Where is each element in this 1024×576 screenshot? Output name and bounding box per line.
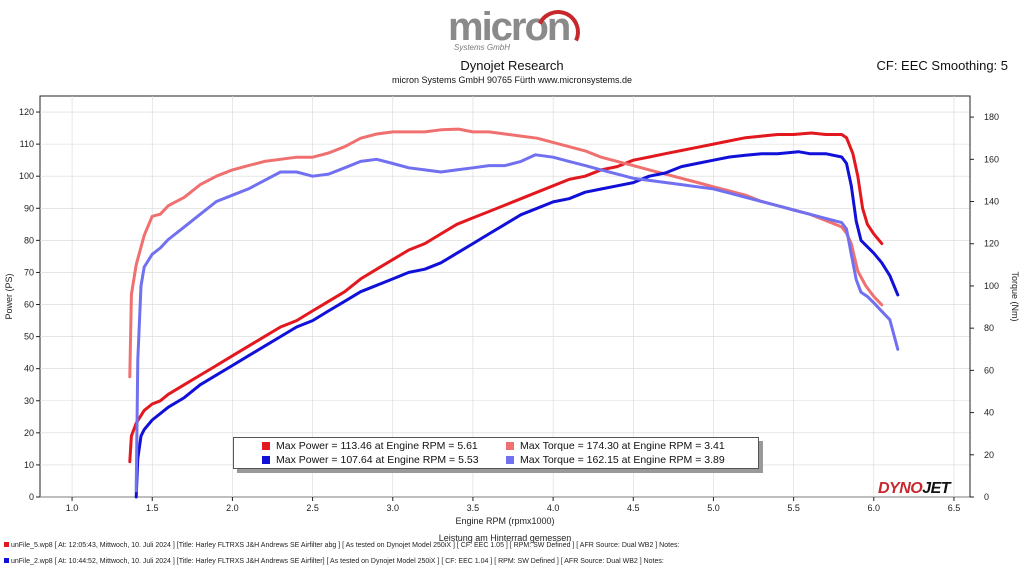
y-axis-left: 0 10 20 30 40 50 60 70 80 90 100 110 120 [19,107,40,502]
tick-label-left: 10 [24,460,34,470]
legend-item-power-2: Max Power = 107.64 at Engine RPM = 5.53 [262,453,479,467]
run-color-square [4,542,9,547]
plot-area [39,95,971,498]
run-file-2-text: unFile_2.wp8 [ At: 10:44:52, Mittwoch, 1… [11,558,664,565]
legend-swatch [506,442,514,450]
x-axis: 1.0 1.5 2.0 2.5 3.0 3.5 4.0 4.5 5.0 5.5 6.0 6.5 [66,497,960,513]
tick-label-right: 140 [984,197,999,207]
tick-label-right: 0 [984,492,989,502]
tick-label-right: 40 [984,408,994,418]
y-axis-left-label: Power (PS) [4,273,14,319]
tick-label-left: 40 [24,364,34,374]
y-axis-right-label: Torque (Nm) [1010,271,1020,321]
tick-label-left: 80 [24,235,34,245]
tick-label-right: 80 [984,323,994,333]
tick-label-left: 50 [24,332,34,342]
tick-label-right: 180 [984,112,999,122]
grid [40,96,970,498]
tick-label-right: 60 [984,365,994,375]
tick-label-left: 70 [24,267,34,277]
legend-text: Max Power = 113.46 at Engine RPM = 5.61 [276,440,478,452]
logo-subtext: Systems GmbH [454,43,511,52]
x-axis-label: Engine RPM (rpmx1000) [455,516,554,526]
legend-text: Max Power = 107.64 at Engine RPM = 5.53 [276,454,479,466]
tick-label-x: 3.0 [387,503,400,513]
dynojet-logo: DYNOJET [878,480,951,498]
y-axis-right: 0 20 40 60 80 100 120 140 160 180 [969,96,999,502]
logo-wordmark: micron [448,5,571,49]
tick-label-x: 3.5 [467,503,480,513]
legend-text: Max Torque = 174.30 at Engine RPM = 3.41 [520,440,725,452]
tick-label-right: 160 [984,154,999,164]
micron-logo: micron Systems GmbH [440,3,590,61]
tick-label-right: 100 [984,281,999,291]
chart-title: Dynojet Research [460,58,564,73]
series-line-torque-run2 [134,153,900,493]
tick-label-right: 120 [984,239,999,249]
x-axis-sublabel: Leistung am Hinterrad gemessen [439,533,572,543]
series-line-power-run1 [128,131,884,464]
tick-label-x: 1.0 [66,503,79,513]
tick-label-x: 6.0 [868,503,881,513]
tick-label-right: 20 [984,450,994,460]
brand-part-b: JET [922,480,951,497]
legend-item-torque-2: Max Torque = 162.15 at Engine RPM = 3.89 [506,453,725,467]
tick-label-left: 110 [20,139,34,149]
tick-label-x: 5.5 [787,503,800,513]
run-color-square [4,558,9,563]
tick-label-left: 100 [19,171,34,181]
legend-text: Max Torque = 162.15 at Engine RPM = 3.89 [520,454,725,466]
tick-label-x: 5.0 [707,503,720,513]
tick-label-left: 30 [24,396,34,406]
run-file-2: unFile_2.wp8 [ At: 10:44:52, Mittwoch, 1… [4,558,664,565]
tick-label-x: 4.0 [547,503,560,513]
tick-label-x: 1.5 [146,503,159,513]
tick-label-left: 20 [24,428,34,438]
tick-label-left: 120 [19,107,34,117]
run-file-1-text: unFile_5.wp8 [ At: 12:05:43, Mittwoch, 1… [11,542,680,549]
legend-item-torque-1: Max Torque = 174.30 at Engine RPM = 3.41 [506,439,725,453]
tick-label-x: 4.5 [627,503,640,513]
brand-part-a: DYNO [878,480,923,497]
smoothing-label: CF: EEC Smoothing: 5 [876,58,1009,73]
legend: Max Power = 113.46 at Engine RPM = 5.61 … [233,437,759,469]
series-group [128,127,900,499]
legend-swatch [262,456,270,464]
tick-label-x: 2.0 [226,503,239,513]
legend-swatch [506,456,514,464]
tick-label-x: 2.5 [306,503,319,513]
series-line-power-run2 [134,150,900,499]
legend-item-power-1: Max Power = 113.46 at Engine RPM = 5.61 [262,439,478,453]
run-file-1: unFile_5.wp8 [ At: 12:05:43, Mittwoch, 1… [4,542,679,549]
tick-label-left: 0 [29,492,34,502]
chart-subtitle: micron Systems GmbH 90765 Fürth www.micr… [391,75,633,85]
tick-label-x: 6.5 [948,503,961,513]
tick-label-left: 90 [24,203,34,213]
tick-label-left: 60 [24,300,34,310]
legend-swatch [262,442,270,450]
